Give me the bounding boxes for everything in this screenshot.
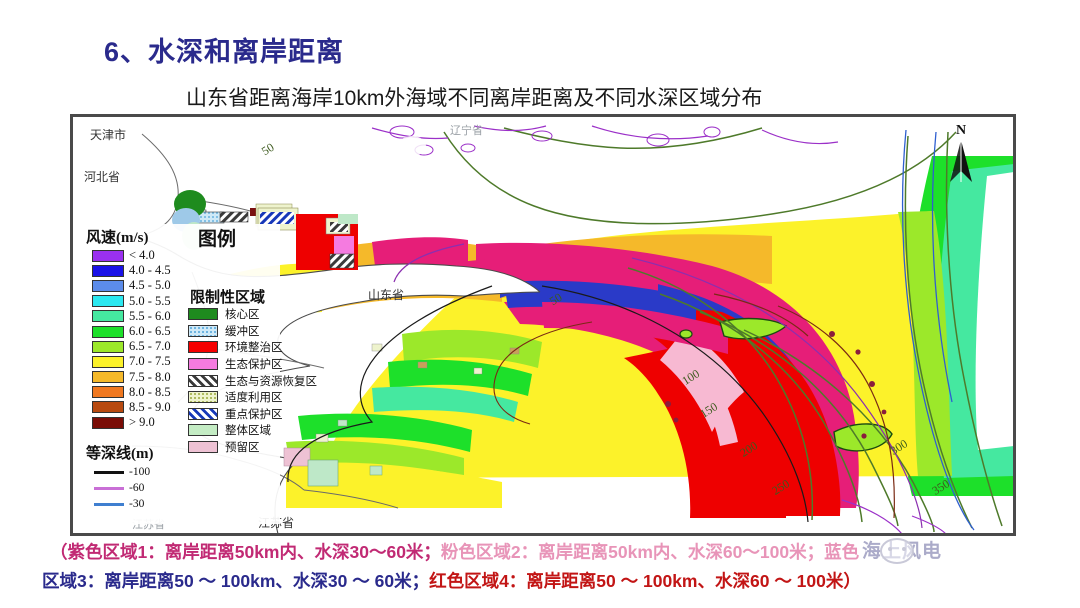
wind-speed-swatch (92, 386, 124, 399)
wind-speed-legend-item: 8.5 - 9.0 (92, 400, 171, 415)
wind-speed-label: 8.5 - 9.0 (129, 399, 171, 414)
depth-contour-label: -30 (129, 498, 145, 510)
wind-speed-swatch (92, 325, 124, 338)
restricted-zone-swatch (188, 374, 218, 387)
restricted-zone-label: 整体区域 (225, 425, 271, 438)
wind-speed-legend-item: 4.5 - 5.0 (92, 278, 171, 293)
wind-speed-legend-item: < 4.0 (92, 248, 171, 263)
restricted-legend-item: 核心区 (188, 306, 317, 323)
wind-speed-legend-item: > 9.0 (92, 415, 171, 430)
restricted-zone-swatch (188, 391, 218, 404)
restricted-zone-label: 生态保护区 (225, 359, 283, 372)
wind-speed-swatch (92, 279, 124, 292)
restricted-zone-label: 环境整治区 (225, 342, 283, 355)
wind-speed-legend-list: < 4.0 4.0 - 4.5 4.5 - 5.0 5.0 - 5.5 5.5 - 6.… (92, 248, 171, 430)
wind-speed-swatch (92, 401, 124, 414)
restricted-legend-list: 核心区缓冲区环境整治区生态保护区生态与资源恢复区 适度利用区重点保护区整体区域预留… (188, 306, 317, 455)
restricted-legend-item: 生态保护区 (188, 356, 317, 373)
restricted-legend-item: 缓冲区 (188, 323, 317, 340)
wind-speed-legend-item: 7.5 - 8.0 (92, 370, 171, 385)
north-arrow: N (944, 124, 978, 189)
map-place-label: 河北省 (84, 170, 121, 184)
depth-contour-line (94, 486, 124, 490)
depth-contour-label: -100 (129, 466, 151, 478)
depth-legend-item: -60 (94, 480, 150, 496)
map-place-label: 天津市 (90, 128, 127, 142)
figure-caption: （紫色区域1：离岸距离50km内、水深30～60米；粉色区域2：离岸距离50km… (0, 538, 1080, 596)
wind-speed-legend-item: 5.5 - 6.0 (92, 309, 171, 324)
restricted-legend-item: 适度利用区 (188, 389, 317, 406)
restricted-zone-swatch (188, 341, 218, 354)
restricted-zone-label: 预留区 (225, 442, 260, 455)
depth-legend-title: 等深线(m) (86, 446, 154, 462)
depth-legend-item: -100 (94, 464, 150, 480)
restricted-zone-label: 核心区 (225, 309, 260, 322)
wind-speed-swatch (92, 295, 124, 308)
wind-speed-label: 5.5 - 6.0 (129, 308, 171, 323)
wind-speed-label: 4.0 - 4.5 (129, 263, 171, 278)
caption-segment: 红色区域4：离岸距离50 ～ 100km、水深60 ～ 100米） (429, 571, 861, 591)
wind-speed-swatch (92, 264, 124, 277)
caption-segment: 粉色区域2：离岸距离50km内、水深60～100米；蓝色 (440, 542, 860, 562)
depth-contour-line (94, 502, 124, 506)
depth-legend-item: -30 (94, 496, 150, 512)
caption-line-2: 区域3：离岸距离50 ～ 100km、水深30 ～ 60米；红色区域4：离岸距离… (0, 567, 1080, 596)
wind-speed-swatch (92, 371, 124, 384)
restricted-zone-label: 重点保护区 (225, 408, 283, 421)
wind-speed-label: 7.5 - 8.0 (129, 369, 171, 384)
map-place-label: 山东省 (368, 288, 405, 302)
restricted-legend-item: 环境整治区 (188, 339, 317, 356)
restricted-legend-item: 生态与资源恢复区 (188, 372, 317, 389)
wind-speed-legend-item: 6.0 - 6.5 (92, 324, 171, 339)
restricted-zone-swatch (188, 324, 218, 337)
wind-speed-label: 6.0 - 6.5 (129, 324, 171, 339)
wind-speed-label: 6.5 - 7.0 (129, 339, 171, 354)
restricted-zone-label: 缓冲区 (225, 325, 260, 338)
restricted-zone-swatch (188, 441, 218, 454)
restricted-zone-swatch (188, 424, 218, 437)
wind-speed-swatch (92, 416, 124, 429)
wind-speed-legend-item: 7.0 - 7.5 (92, 354, 171, 369)
north-arrow-label: N (955, 123, 967, 138)
restricted-zone-label: 适度利用区 (225, 392, 283, 405)
map-place-label: 辽宁省 (450, 125, 483, 137)
legend-title: 图例 (198, 229, 237, 250)
caption-line-1: （紫色区域1：离岸距离50km内、水深30～60米；粉色区域2：离岸距离50km… (0, 538, 1080, 567)
wind-speed-legend-item: 4.0 - 4.5 (92, 263, 171, 278)
page-title: 6、水深和离岸距离 (104, 37, 345, 67)
restricted-zone-swatch (188, 407, 218, 420)
wind-speed-label: 4.5 - 5.0 (129, 278, 171, 293)
wind-speed-swatch (92, 249, 124, 262)
wind-speed-label: 7.0 - 7.5 (129, 354, 171, 369)
wind-speed-swatch (92, 355, 124, 368)
wind-speed-legend-title: 风速(m/s) (86, 230, 149, 246)
restricted-legend-item: 预留区 (188, 439, 317, 456)
wind-speed-label: 5.0 - 5.5 (129, 293, 171, 308)
wind-speed-label: < 4.0 (129, 248, 155, 263)
restricted-zone-swatch (188, 308, 218, 321)
wind-speed-legend-item: 5.0 - 5.5 (92, 294, 171, 309)
map-canvas (72, 116, 1014, 534)
restricted-zone-label: 生态与资源恢复区 (225, 375, 317, 388)
wind-speed-swatch (92, 310, 124, 323)
restricted-legend-title: 限制性区域 (190, 290, 266, 306)
restricted-zone-swatch (188, 358, 218, 371)
restricted-legend-item: 重点保护区 (188, 406, 317, 423)
depth-legend-list: -100 -60 -30 (94, 464, 150, 512)
map-legend: 风速(m/s) 图例 < 4.0 4.0 - 4.5 4.5 - 5.0 5.0 - … (80, 224, 317, 524)
page-subtitle: 山东省距离海岸10km外海域不同离岸距离及不同水深区域分布 (186, 87, 763, 110)
depth-contour-label: -60 (129, 482, 145, 494)
wind-speed-legend-item: 8.0 - 8.5 (92, 385, 171, 400)
caption-segment: （紫色区域1：离岸距离50km内、水深30～60米； (50, 542, 441, 562)
wind-speed-legend-item: 6.5 - 7.0 (92, 339, 171, 354)
caption-segment: 区域3：离岸距离50 ～ 100km、水深30 ～ 60米； (42, 571, 430, 591)
north-arrow-icon (950, 140, 972, 182)
wind-speed-label: > 9.0 (129, 415, 155, 430)
restricted-legend-item: 整体区域 (188, 422, 317, 439)
wind-speed-swatch (92, 340, 124, 353)
wind-speed-label: 8.0 - 8.5 (129, 384, 171, 399)
depth-contour-line (94, 470, 124, 474)
map-figure[interactable]: N 天津市河北省辽宁省山东省江苏省江苏省 5050100150200250300… (70, 114, 1016, 536)
